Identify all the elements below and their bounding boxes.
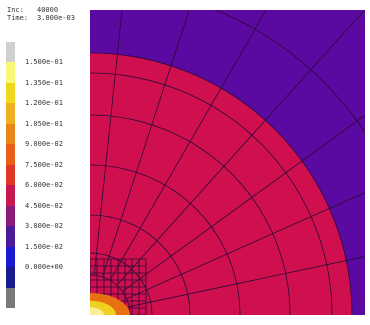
mesh-radial [116, 10, 365, 286]
legend-color-11 [6, 267, 15, 288]
legend-color-10 [6, 246, 15, 268]
legend-color-0 [6, 42, 15, 63]
legend-color-12 [6, 287, 15, 308]
mesh-arc [214, 10, 365, 134]
legend-color-1 [6, 62, 15, 83]
inc-label: Inc: [7, 6, 24, 14]
time-value: 3.000e-03 [37, 14, 75, 22]
legend-label: 1.200e-01 [25, 99, 63, 108]
mesh-radial [93, 10, 123, 276]
legend-label: 9.000e-02 [25, 140, 63, 149]
mesh-radial [122, 114, 365, 292]
mesh-arc [90, 72, 333, 315]
mesh-radial [126, 192, 365, 300]
mesh-arc [90, 52, 353, 315]
legend-color-2 [6, 82, 15, 104]
contour-plot [90, 10, 365, 315]
legend-color-5 [6, 144, 15, 165]
legend-label: 6.000e-02 [25, 181, 63, 190]
legend-color-3 [6, 103, 15, 124]
increment-info: Inc: 40000 Time: 3.000e-03 [7, 6, 75, 22]
mesh-arc [90, 164, 241, 315]
mesh-arc [90, 114, 291, 315]
mesh-radial [101, 10, 190, 278]
mesh-radial [109, 10, 267, 281]
legend-label: 1.050e-01 [25, 119, 63, 128]
legend-label: 1.500e-02 [25, 242, 63, 251]
legend-color-6 [6, 164, 15, 186]
mesh-radial [129, 256, 365, 308]
legend-label: 1.350e-01 [25, 78, 63, 87]
legend-label: 1.500e-01 [25, 58, 63, 67]
legend-color-8 [6, 205, 15, 227]
disk-region [90, 53, 352, 315]
legend-label: 4.500e-02 [25, 201, 63, 210]
legend-label: 7.500e-02 [25, 160, 63, 169]
hotspot-region [90, 293, 130, 315]
legend-color-9 [6, 226, 15, 247]
time-label: Time: [7, 14, 29, 22]
legend-label: 0.000e+00 [25, 263, 63, 272]
color-legend: 1.500e-01 1.350e-01 1.200e-01 1.050e-01 9.00… [6, 42, 90, 308]
legend-color-4 [6, 123, 15, 145]
inc-value: 40000 [37, 6, 59, 14]
hotspot-band [90, 307, 104, 315]
legend-color-7 [6, 185, 15, 206]
legend-label: 3.000e-02 [25, 222, 63, 231]
mesh-arc [90, 252, 153, 315]
